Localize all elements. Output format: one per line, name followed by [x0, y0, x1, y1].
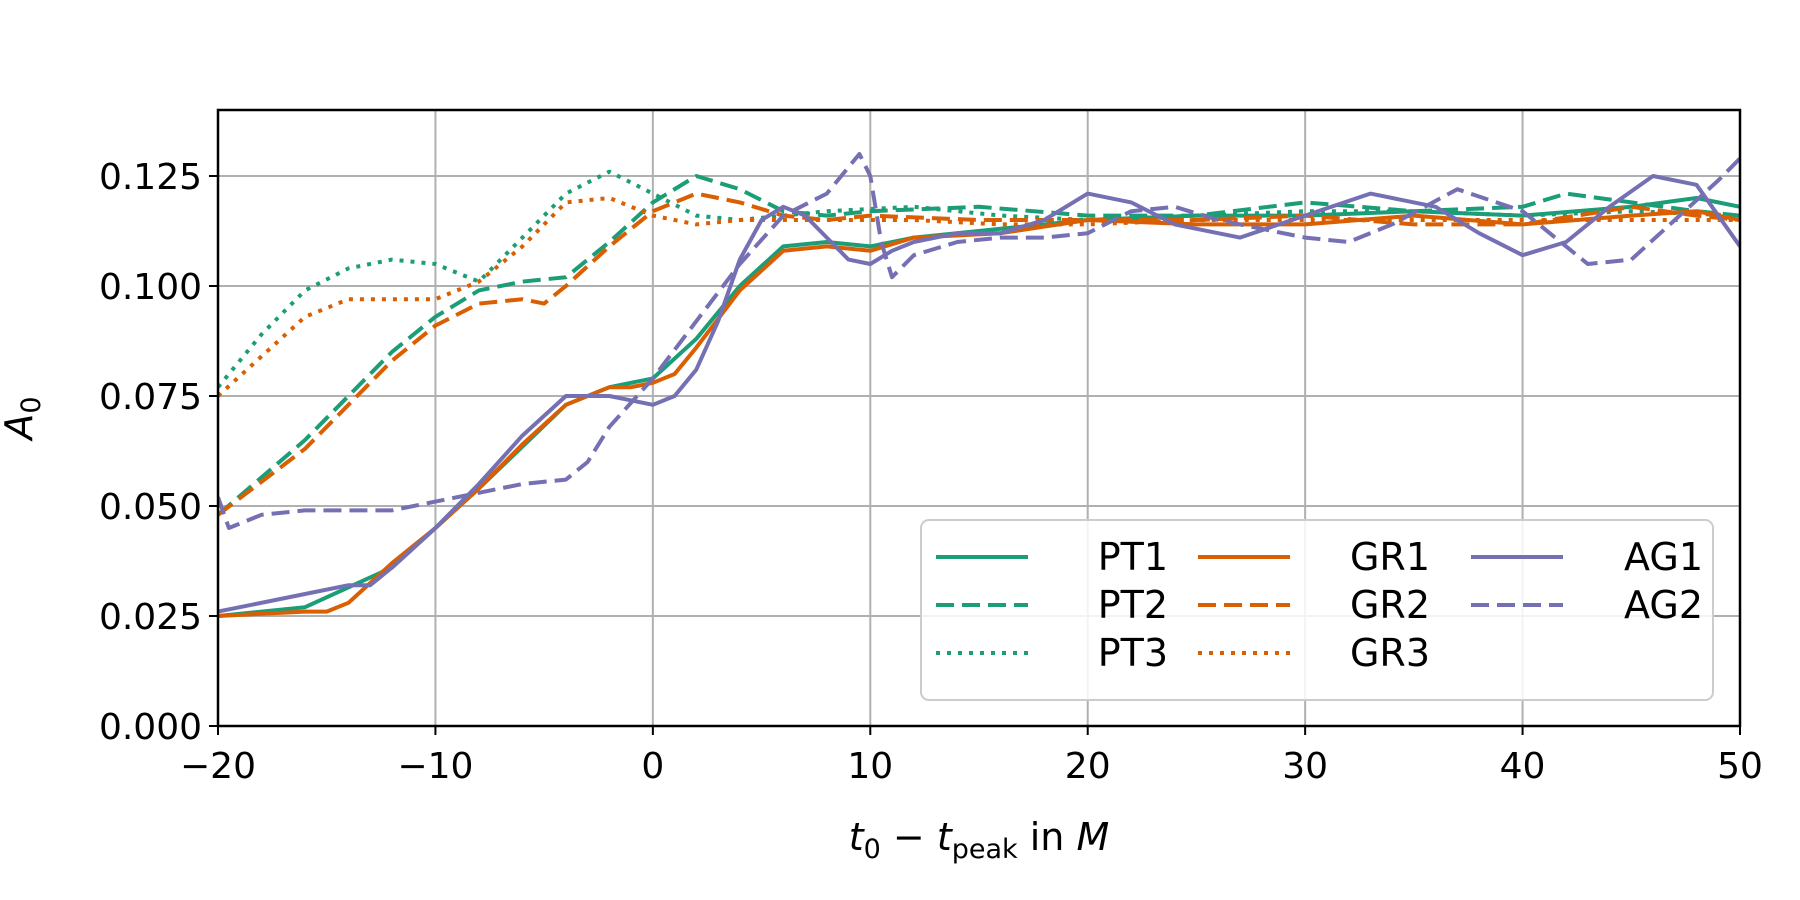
y-tick-label: 0.075: [99, 377, 202, 418]
x-tick-label: 30: [1282, 746, 1328, 787]
y-tick-label: 0.100: [99, 267, 202, 308]
x-label-t0-base: t: [849, 815, 866, 859]
x-label-m: M: [1076, 815, 1109, 859]
y-label-base: A: [0, 414, 41, 443]
series-line-ag2: [218, 152, 1740, 530]
x-label-minus: −: [881, 815, 937, 859]
x-axis-label: t0 − tpeak in M: [849, 815, 1110, 865]
x-tick-label: 40: [1500, 746, 1546, 787]
ticks: −20 −10 0 10 20 30 40 50 0.000 0.025 0.050 0.075 0.1…: [99, 157, 1763, 787]
series-line-gr3: [218, 196, 1740, 398]
x-tick-label: 0: [641, 746, 664, 787]
y-axis-label: A0: [0, 396, 47, 442]
x-label-t0-sub: 0: [864, 834, 881, 865]
y-tick-label: 0.125: [99, 157, 202, 198]
legend-label-gr3: GR3: [1350, 631, 1430, 675]
plot-frame: [216, 108, 1742, 728]
x-tick-label: 10: [847, 746, 893, 787]
legend-label-pt2: PT2: [1098, 583, 1168, 627]
legend-label-ag1: AG1: [1624, 535, 1703, 579]
legend-label-gr1: GR1: [1350, 535, 1430, 579]
legend-label-pt3: PT3: [1098, 631, 1168, 675]
x-label-tpeak-base: t: [937, 815, 954, 859]
x-label-tpeak-sub: peak: [952, 834, 1018, 865]
y-tick-label: 0.025: [99, 597, 202, 638]
legend-label-pt1: PT1: [1098, 535, 1168, 579]
legend-label-gr2: GR2: [1350, 583, 1430, 627]
series-line-ag1: [218, 174, 1740, 614]
y-label-sub: 0: [16, 396, 47, 413]
x-tick-label: −10: [397, 746, 473, 787]
y-tick-label: 0.000: [99, 707, 202, 748]
legend-box: [920, 519, 1714, 701]
x-tick-label: −20: [180, 746, 256, 787]
legend-label-ag2: AG2: [1624, 583, 1703, 627]
series-group: [218, 152, 1740, 618]
x-tick-label: 50: [1717, 746, 1763, 787]
x-label-in: in: [1018, 815, 1077, 859]
x-tick-label: 20: [1065, 746, 1111, 787]
series-line-gr2: [218, 191, 1740, 517]
series-line-pt3: [218, 169, 1740, 389]
y-tick-label: 0.050: [99, 487, 202, 528]
